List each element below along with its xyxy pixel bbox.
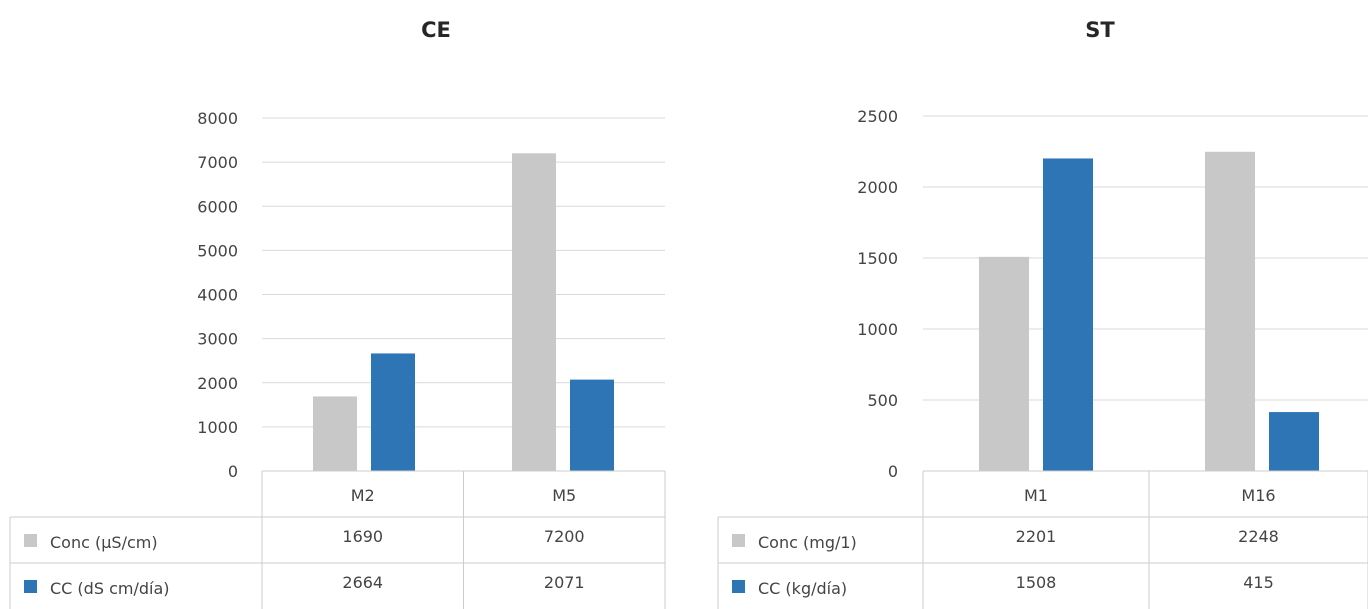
y-tick-label: 2500 xyxy=(857,107,898,126)
category-label: M1 xyxy=(1024,486,1048,505)
table-value: 415 xyxy=(1243,573,1274,592)
y-tick-label: 5000 xyxy=(197,241,238,260)
legend-label: Conc (μS/cm) xyxy=(50,533,158,552)
table-value: 2248 xyxy=(1238,527,1279,546)
category-label: M5 xyxy=(552,486,576,505)
y-tick-label: 7000 xyxy=(197,153,238,172)
bar xyxy=(313,396,357,471)
legend-swatch xyxy=(732,580,745,593)
y-tick-label: 1000 xyxy=(857,320,898,339)
legend-swatch xyxy=(732,534,745,547)
bar xyxy=(1043,158,1093,471)
legend-label: CC (dS cm/día) xyxy=(50,579,170,598)
bar xyxy=(570,379,614,471)
table-value: 2201 xyxy=(1016,527,1057,546)
table-value: 7200 xyxy=(544,527,585,546)
y-tick-label: 2000 xyxy=(197,374,238,393)
chart-panel-st: ST 0 500 1000 1500 2000 2500 M1 M16 Conc (mg/1) 2… xyxy=(717,18,1368,609)
y-tick-label: 2000 xyxy=(857,178,898,197)
chart-title: ST xyxy=(1085,18,1115,42)
category-label: M2 xyxy=(351,486,375,505)
bar xyxy=(979,256,1029,471)
bar xyxy=(371,353,415,471)
bar xyxy=(1269,412,1319,471)
y-tick-label: 500 xyxy=(867,391,898,410)
chart-title: CE xyxy=(421,18,451,42)
table-value: 1690 xyxy=(342,527,383,546)
y-tick-label: 6000 xyxy=(197,197,238,216)
legend-label: Conc (mg/1) xyxy=(758,533,857,552)
y-tick-label: 8000 xyxy=(197,109,238,128)
table-value: 1508 xyxy=(1016,573,1057,592)
y-tick-label: 4000 xyxy=(197,286,238,305)
legend-label: CC (kg/día) xyxy=(758,579,847,598)
y-tick-label: 1500 xyxy=(857,249,898,268)
bar xyxy=(512,153,556,472)
chart-panel-ce: CE 0 1000 2000 3000 4000 5000 6000 7000 8000 M2 M5… xyxy=(9,18,666,609)
y-tick-label: 3000 xyxy=(197,330,238,349)
y-tick-label: 1000 xyxy=(197,418,238,437)
table-value: 2071 xyxy=(544,573,585,592)
category-label: M16 xyxy=(1241,486,1275,505)
bar xyxy=(1205,151,1255,471)
y-tick-label: 0 xyxy=(888,462,898,481)
legend-swatch xyxy=(24,534,37,547)
y-tick-label: 0 xyxy=(228,462,238,481)
table-value: 2664 xyxy=(342,573,383,592)
legend-swatch xyxy=(24,580,37,593)
